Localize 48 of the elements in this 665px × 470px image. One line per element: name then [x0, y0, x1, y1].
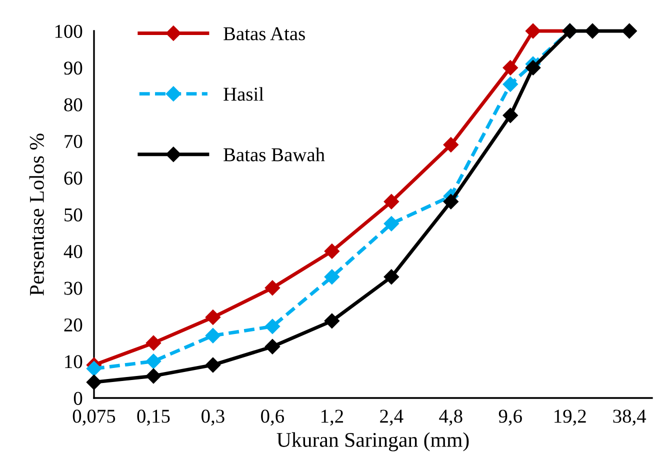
- point: [443, 137, 458, 152]
- point: [146, 335, 162, 351]
- legend-label: Batas Atas: [224, 27, 305, 40]
- y-tick-label: 40: [64, 245, 82, 258]
- point: [502, 108, 518, 123]
- y-tick-label: 80: [64, 98, 82, 112]
- point: [205, 328, 221, 344]
- point: [264, 339, 280, 354]
- point: [324, 244, 340, 259]
- x-tick-label: 9,6: [498, 410, 522, 426]
- x-tick-label: 38,4: [613, 410, 646, 426]
- x-tick-label: 0,3: [202, 410, 224, 426]
- point: [443, 194, 458, 210]
- point: [264, 280, 280, 296]
- y-tick-label: 100: [55, 24, 82, 38]
- x-tick-label: 0,15: [137, 410, 170, 426]
- x-tick-label: 4,8: [439, 410, 462, 426]
- point: [324, 269, 340, 284]
- point: [205, 357, 221, 373]
- point: [324, 313, 340, 328]
- x-tick-label: 0,6: [261, 410, 284, 426]
- y-tick-label: 10: [65, 355, 82, 368]
- y-tick-label: 30: [64, 282, 82, 295]
- legend-label: Hasil: [224, 87, 264, 101]
- point: [146, 354, 162, 369]
- point: [86, 361, 102, 376]
- y-axis-title: Persentase Lolos %: [29, 134, 44, 296]
- point: [502, 76, 518, 92]
- point: [384, 216, 399, 232]
- y-tick-label: 90: [64, 62, 82, 75]
- point: [264, 318, 280, 334]
- legend-label: Batas Bawah: [224, 148, 325, 162]
- y-tick-label: 50: [64, 208, 82, 222]
- x-tick-label: 0,075: [72, 410, 116, 426]
- x-tick-label: 2,4: [380, 410, 404, 426]
- point: [146, 368, 162, 384]
- point: [384, 269, 399, 284]
- x-axis-title: Ukuran Saringan (mm): [276, 432, 469, 452]
- y-tick-label: 60: [64, 172, 82, 185]
- y-tick-label: 20: [64, 318, 82, 332]
- x-tick-label: 19,2: [554, 410, 586, 426]
- y-tick-label: 0: [74, 392, 82, 405]
- point: [205, 310, 221, 325]
- point: [502, 60, 518, 76]
- point: [86, 374, 102, 390]
- x-tick-label: 1,2: [321, 410, 344, 426]
- y-tick-label: 70: [64, 134, 82, 148]
- point: [384, 194, 399, 210]
